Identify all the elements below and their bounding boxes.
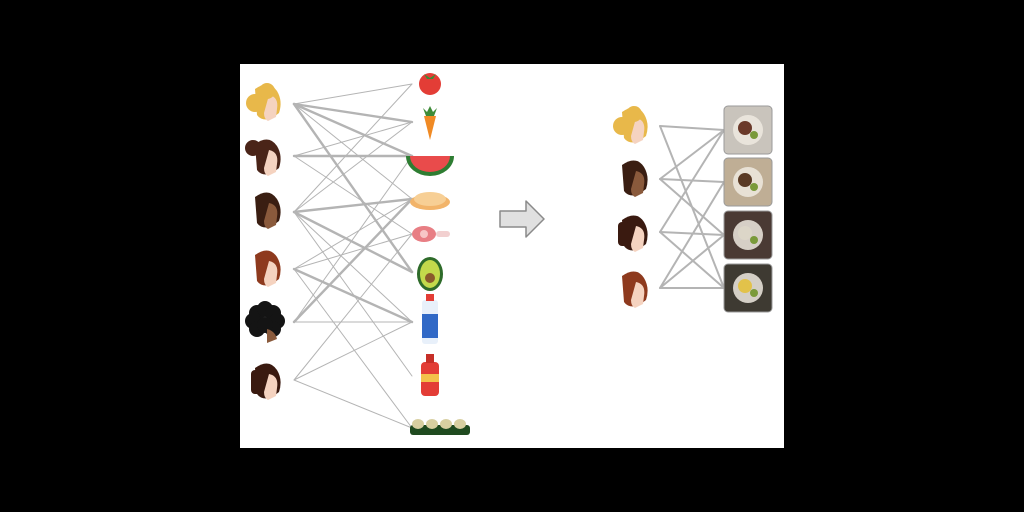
edge-line [293, 379, 413, 429]
edge-line [293, 83, 413, 213]
edge-line [293, 268, 413, 429]
diagram-svg [245, 73, 773, 435]
left-edges [292, 83, 414, 429]
person-blonde-hair [613, 106, 648, 144]
left-people [245, 83, 285, 400]
right-edges [659, 125, 725, 289]
dish-photo-soup-bowl [723, 210, 773, 260]
edge-line [293, 321, 413, 381]
edge-line [292, 197, 414, 214]
ketchup-bottle-icon [421, 354, 439, 396]
edge-line [292, 210, 414, 274]
tomato-icon [419, 73, 441, 95]
edge-line [659, 178, 725, 236]
edge-line [659, 125, 725, 131]
edge-line [293, 211, 413, 377]
edge-line [293, 155, 413, 323]
person-dark-skin [255, 192, 281, 229]
avocado-icon [417, 257, 443, 291]
dish-photos [723, 105, 773, 313]
person-curly-hair [245, 301, 285, 343]
edge-line [293, 121, 413, 157]
person-red-hair [622, 271, 648, 308]
person-bun-hair [245, 139, 281, 176]
person-bob-hair [618, 215, 648, 252]
edge-line [659, 181, 725, 289]
carrot-icon [423, 106, 437, 140]
person-red-hair [255, 250, 281, 287]
edge-line [293, 211, 413, 323]
right-people [613, 106, 648, 308]
dish-photo-stir-fry [723, 263, 773, 313]
meat-icon [412, 226, 450, 242]
bread-icon [410, 192, 450, 210]
edge-line [293, 233, 413, 270]
person-blonde-hair [246, 83, 281, 121]
edge-line [659, 129, 725, 180]
edge-line [293, 198, 413, 270]
person-bob-hair [251, 363, 281, 400]
milk-bottle-icon [422, 294, 438, 344]
edge-line [292, 197, 414, 324]
egg-carton-icon [410, 419, 470, 435]
diagram-canvas [240, 64, 784, 448]
edge-line [293, 121, 413, 213]
right-arrow-icon [499, 200, 545, 238]
edge-line [293, 83, 413, 105]
dish-photo-sandwich [723, 157, 773, 207]
watermelon-icon [406, 156, 454, 176]
ingredient-icons [406, 73, 470, 435]
person-dark-skin [622, 160, 648, 197]
edge-line [292, 102, 414, 274]
edge-line [293, 233, 413, 381]
dish-photo-steak-salad [723, 105, 773, 155]
edge-line [292, 267, 414, 324]
edge-line [292, 102, 414, 158]
edge-line [659, 234, 725, 289]
edge-line [659, 231, 725, 289]
edge-line [659, 129, 725, 233]
edge-line [292, 102, 414, 124]
